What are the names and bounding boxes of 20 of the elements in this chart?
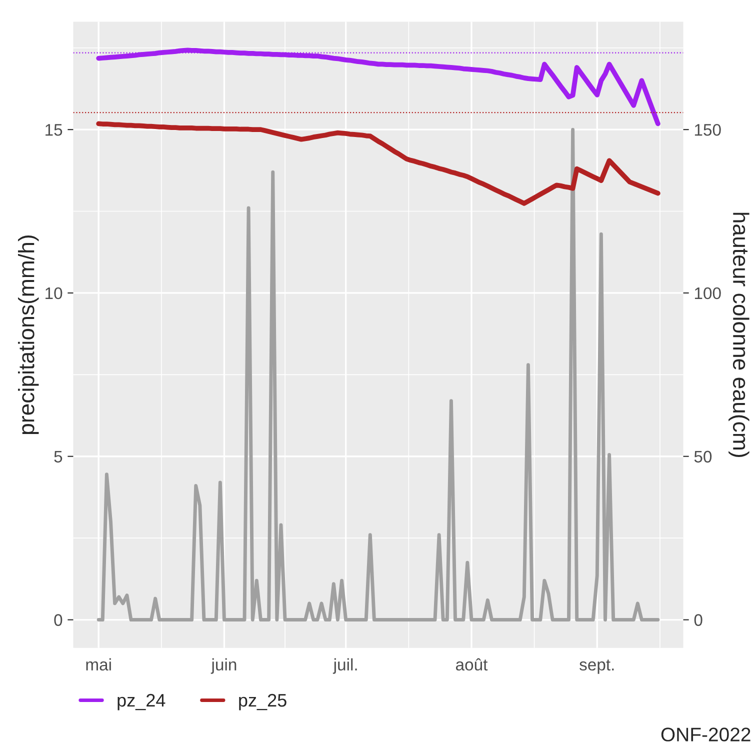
y2-tick-label: 100: [694, 287, 721, 300]
y2-tick-label: 50: [694, 450, 712, 463]
legend-label: pz_24: [118, 694, 166, 710]
y-tick-label: 10: [46, 287, 62, 300]
text: ONF-2022: [661, 728, 750, 742]
x-tick-label: juil.: [332, 658, 357, 674]
line-series: [96, 128, 660, 622]
line-series: [96, 121, 660, 206]
y-tick-label: 5: [54, 450, 62, 463]
y-tick-label: 0: [54, 614, 62, 626]
legend-label: pz_25: [239, 694, 286, 710]
x-tick-label: mai: [86, 658, 111, 671]
x-tick-label: juin: [210, 658, 236, 674]
y2-tick-label: 0: [694, 614, 702, 626]
y2-tick-label: 150: [694, 124, 721, 136]
y-tick-label: 15: [46, 124, 62, 136]
x-tick-label: août: [456, 658, 488, 671]
x-tick-label: sept.: [580, 660, 614, 674]
y-axis-title: precipitations(mm/h): [18, 236, 39, 434]
y2-axis-title: hauteur colonne eau(cm): [728, 212, 750, 457]
